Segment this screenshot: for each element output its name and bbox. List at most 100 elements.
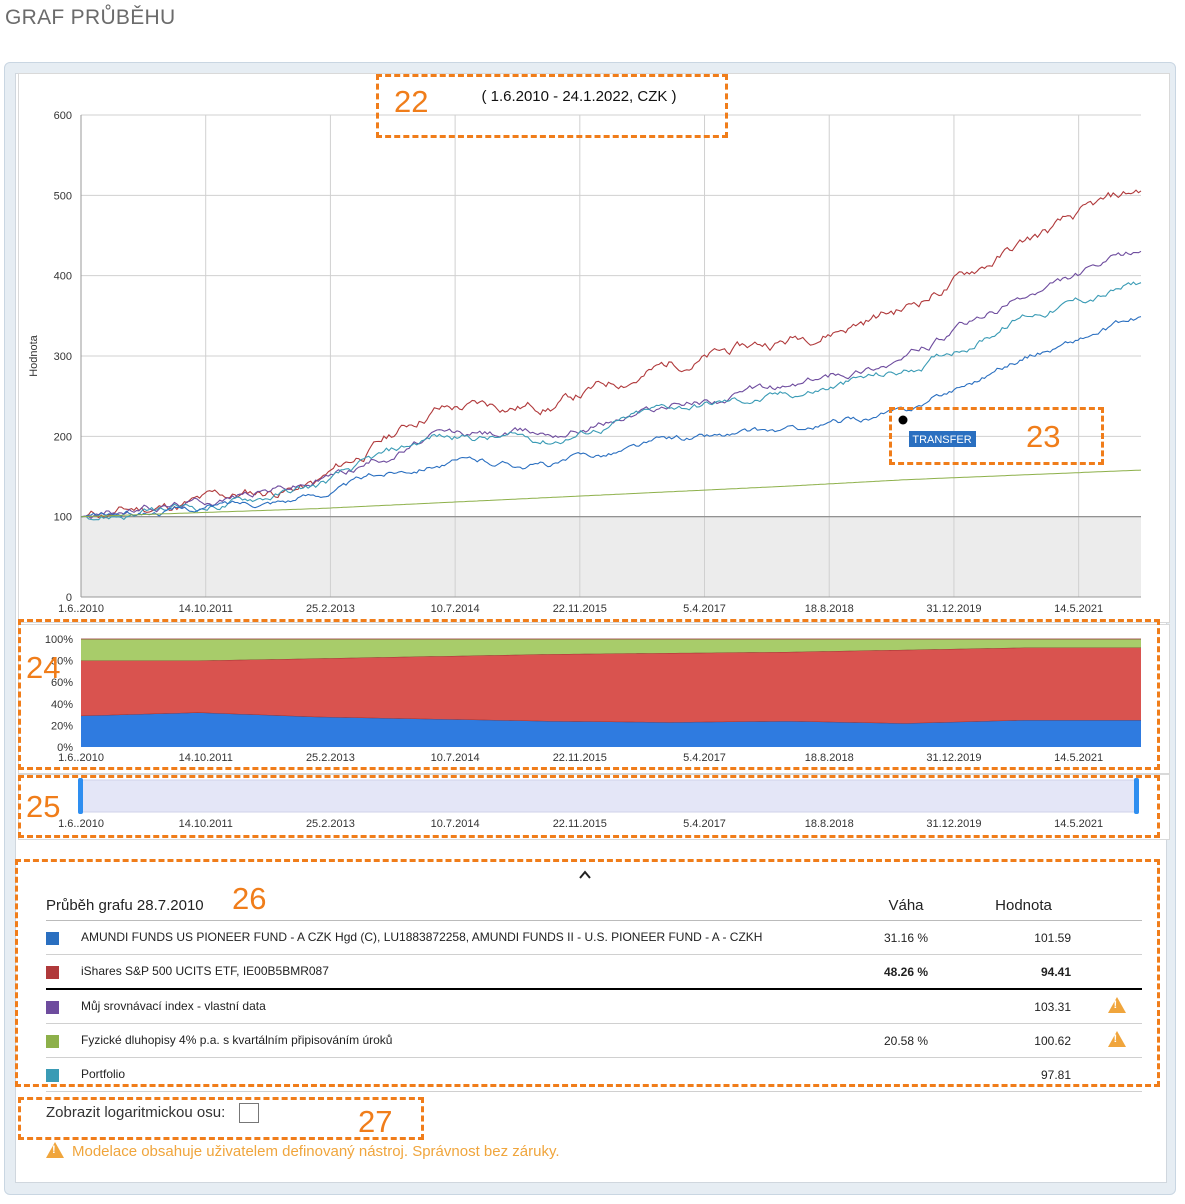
navigator-x-tick-label: 25.2.2013: [306, 818, 355, 830]
series-line: [80, 250, 1142, 520]
legend-series-name: iShares S&P 500 UCITS ETF, IE00B5BMR087: [81, 964, 329, 979]
legend-series-name: AMUNDI FUNDS US PIONEER FUND - A CZK Hgd…: [81, 930, 763, 945]
range-navigator-svg[interactable]: 1.6..2010 14.10.2011 25.2.2013 10.7.2014 22.…: [19, 775, 1169, 839]
annotation-box-25: [18, 775, 1160, 838]
navigator-x-tick-label: 10.7.2014: [431, 818, 480, 830]
series-line: [80, 316, 1142, 518]
log-axis-option[interactable]: Zobrazit logaritmickou osu:: [46, 1103, 260, 1123]
area-x-tick-label: 14.5.2021: [1054, 752, 1103, 764]
legend-header: Průběh grafu 28.7.2010 Váha Hodnota: [46, 890, 1142, 921]
series-line: [80, 189, 1142, 519]
annotation-label-22: 22: [394, 84, 429, 119]
series-line: [80, 281, 1142, 521]
legend-swatch: [46, 931, 59, 945]
x-tick-label: 14.5.2021: [1054, 603, 1103, 615]
navigator-handle-left[interactable]: [78, 778, 83, 814]
annotation-label-23: 23: [1026, 419, 1061, 454]
legend-swatch: [46, 965, 59, 979]
y-tick-label: 300: [54, 351, 72, 363]
navigator-x-tick-label: 5.4.2017: [683, 818, 726, 830]
warning-icon: !: [46, 1142, 64, 1158]
x-tick-label: 10.7.2014: [431, 603, 480, 615]
area-x-tick-label: 14.10.2011: [179, 752, 233, 764]
weights-chart-svg: 0% 20% 40% 60% 80% 100% 1.6..2010 14.10.2011 25.…: [45, 634, 1141, 764]
area-y-tick-label: 100%: [45, 634, 73, 646]
warning-icon: !: [1107, 997, 1126, 1013]
y-tick-label: 0: [66, 592, 72, 604]
navigator-x-tick-label: 1.6..2010: [58, 818, 104, 830]
x-tick-label: 25.2.2013: [306, 603, 355, 615]
series-line: [80, 469, 1142, 518]
x-tick-label: 14.10.2011: [179, 603, 233, 615]
main-chart-svg: 0 100 200 300 400 500 600 1.6..2010 14.10.2011 25…: [28, 88, 1142, 615]
weights-chart: 0% 20% 40% 60% 80% 100% 1.6..2010 14.10.2011 25.…: [18, 624, 1170, 774]
legend-weight: 31.16 %: [856, 920, 956, 955]
area-y-tick-label: 80%: [51, 656, 73, 668]
y-tick-label: 200: [54, 431, 72, 443]
legend-row: iShares S&P 500 UCITS ETF, IE00B5BMR087 4…: [46, 954, 1142, 990]
legend-swatch: [46, 1068, 59, 1082]
annotation-label-26: 26: [232, 881, 267, 916]
y-tick-label: 400: [54, 271, 72, 283]
legend-series-name: Můj srovnávací index - vlastní data: [81, 999, 266, 1014]
area-series: [81, 639, 1141, 661]
area-x-tick-label: 5.4.2017: [683, 752, 726, 764]
annotation-label-24: 24: [26, 650, 61, 685]
y-tick-label: 600: [54, 110, 72, 122]
area-series: [81, 712, 1141, 747]
area-x-tick-label: 18.8.2018: [805, 752, 854, 764]
navigator-x-tick-label: 18.8.2018: [805, 818, 854, 830]
footer-warning-text: Modelace obsahuje uživatelem definovaný …: [72, 1143, 560, 1160]
annotation-label-27: 27: [358, 1104, 393, 1139]
warning-icon: !: [1107, 1031, 1126, 1047]
navigator-x-tick-label: 14.5.2021: [1054, 818, 1103, 830]
legend-series-name: Portfolio: [81, 1067, 126, 1082]
legend-weight: [856, 989, 956, 1024]
weight-header: Váha: [856, 890, 956, 921]
annotation-box-24: [18, 619, 1160, 770]
navigator-handle-right[interactable]: [1134, 778, 1139, 814]
navigator-x-tick-label: 31.12.2019: [926, 818, 981, 830]
transfer-marker: [898, 415, 908, 425]
x-tick-label: 1.6..2010: [58, 603, 104, 615]
footer-warning: ! Modelace obsahuje uživatelem definovaný…: [46, 1140, 560, 1160]
legend-rows: AMUNDI FUNDS US PIONEER FUND - A CZK Hgd…: [46, 920, 1142, 1092]
legend-value: 103.31: [956, 989, 1091, 1024]
x-tick-label: 22.11.2015: [553, 603, 607, 615]
area-x-tick-label: 10.7.2014: [431, 752, 480, 764]
legend-row: Fyzické dluhopisy 4% p.a. s kvartálním p…: [46, 1023, 1142, 1058]
annotation-box-27: [18, 1097, 424, 1140]
main-chart: 0 100 200 300 400 500 600 1.6..2010 14.10.2011 25…: [18, 73, 1170, 623]
collapse-chevron-icon[interactable]: [578, 868, 592, 882]
transfer-flag: [909, 431, 976, 447]
log-axis-label: Zobrazit logaritmickou osu:: [46, 1103, 226, 1121]
area-x-tick-label: 31.12.2019: [926, 752, 981, 764]
area-y-tick-label: 40%: [51, 699, 73, 711]
annotation-box-22: [376, 74, 728, 138]
legend-title: Průběh grafu 28.7.2010: [46, 890, 856, 921]
legend-value: 100.62: [956, 1023, 1091, 1058]
x-tick-label: 5.4.2017: [683, 603, 726, 615]
legend-weight: 20.58 %: [856, 1023, 956, 1058]
navigator-x-tick-label: 14.10.2011: [179, 818, 233, 830]
y-tick-label: 500: [54, 190, 72, 202]
area-y-tick-label: 60%: [51, 677, 73, 689]
legend-value: 101.59: [956, 920, 1091, 955]
x-tick-label: 18.8.2018: [805, 603, 854, 615]
area-series: [81, 647, 1141, 724]
legend-swatch: [46, 1034, 59, 1048]
annotation-label-25: 25: [26, 789, 61, 824]
log-axis-checkbox[interactable]: [239, 1103, 260, 1123]
value-header: Hodnota: [956, 890, 1091, 921]
navigator-range: [80, 779, 1138, 813]
area-y-tick-label: 20%: [51, 720, 73, 732]
legend-value: 94.41: [956, 954, 1091, 990]
transfer-label: TRANSFER: [912, 434, 971, 446]
range-navigator[interactable]: 1.6..2010 14.10.2011 25.2.2013 10.7.2014 22.…: [18, 774, 1170, 840]
x-tick-label: 31.12.2019: [926, 603, 981, 615]
legend-swatch: [46, 1000, 59, 1014]
area-y-tick-label: 0%: [57, 742, 73, 754]
period-label: ( 1.6.2010 - 24.1.2022, CZK ): [481, 88, 676, 105]
legend-row: AMUNDI FUNDS US PIONEER FUND - A CZK Hgd…: [46, 920, 1142, 955]
legend-series-name: Fyzické dluhopisy 4% p.a. s kvartálním p…: [81, 1033, 393, 1048]
